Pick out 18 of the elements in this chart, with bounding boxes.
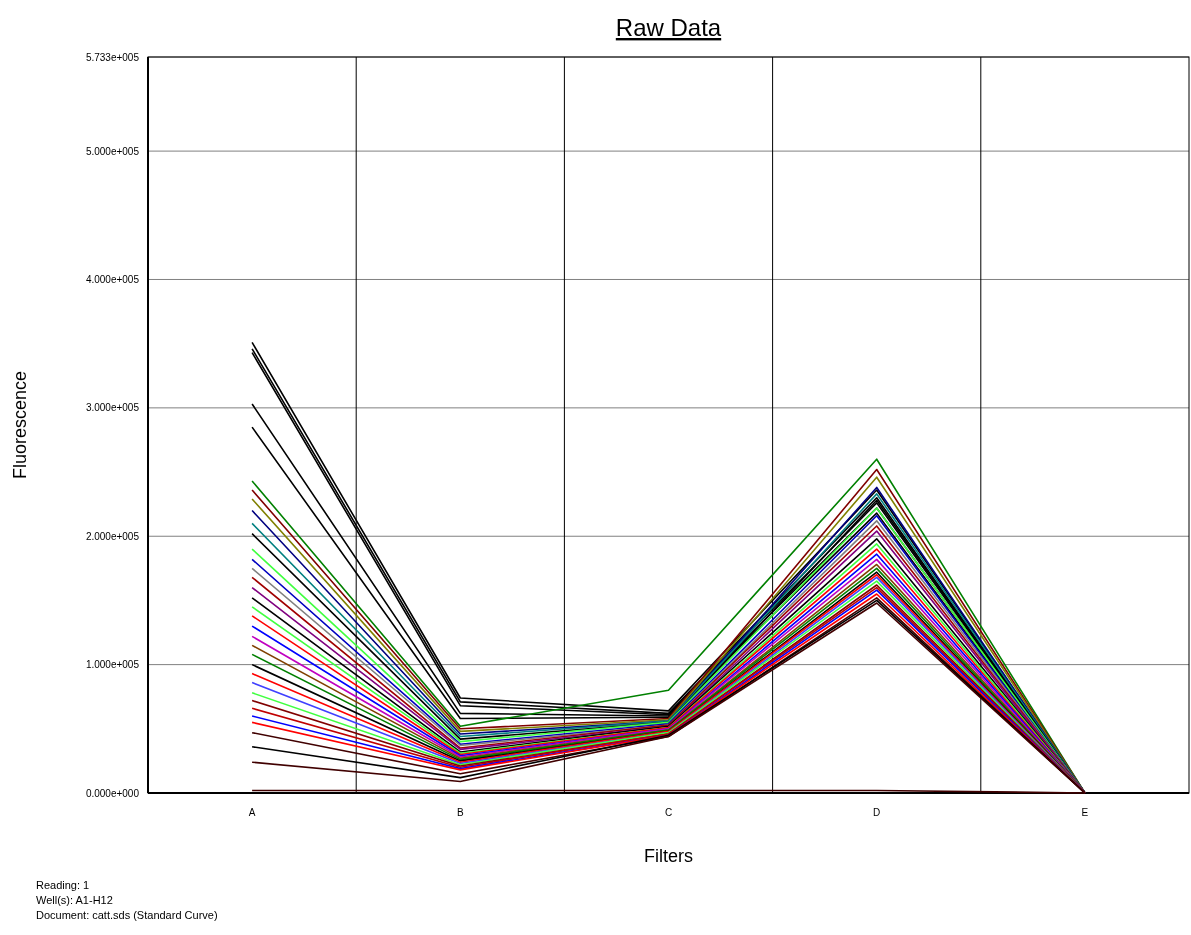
chart-title: Raw Data (615, 14, 722, 41)
x-tick-label: E (1081, 807, 1089, 818)
y-tick-label: 4.000e+005 (85, 273, 140, 285)
y-tick-label: 1.000e+005 (85, 659, 140, 671)
y-tick-label: 3.000e+005 (85, 402, 140, 414)
y-tick-label: 2.000e+005 (85, 530, 140, 542)
y-axis-title: Fluorescence (10, 370, 30, 480)
x-tick-label: A (248, 807, 256, 818)
text: Well(s): A1-H12 (36, 894, 113, 906)
x-tick-label: C (664, 807, 673, 818)
x-axis-title: Filters (644, 846, 693, 866)
y-tick-label: 0.000e+000 (85, 787, 140, 799)
y-tick-label: 5.733e+005 (85, 51, 140, 63)
text: Reading: 1 (36, 879, 90, 891)
x-tick-label: B (456, 807, 464, 818)
y-tick-label: 5.000e+005 (85, 145, 140, 157)
text: Document: catt.sds (Standard Curve) (36, 909, 218, 921)
x-tick-label: D (873, 807, 881, 818)
